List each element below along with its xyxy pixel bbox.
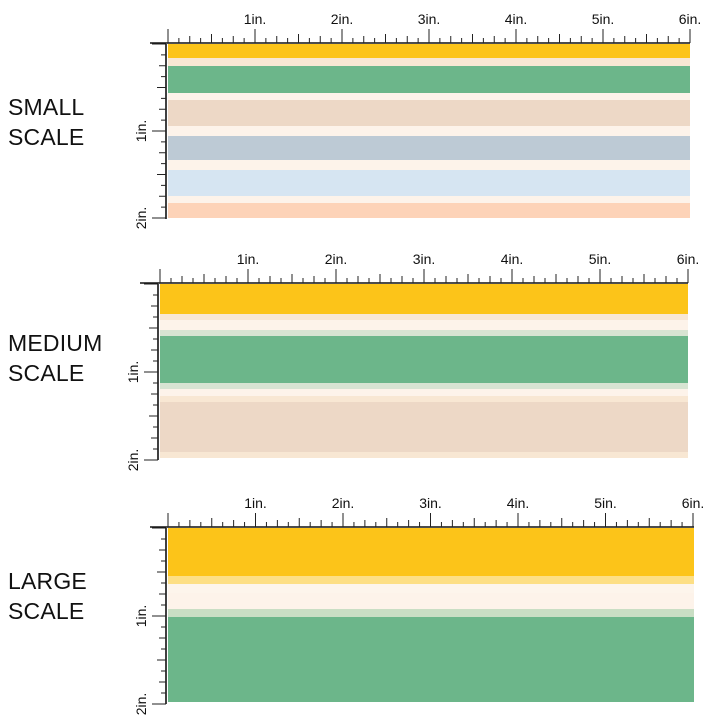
large-scale-label-line1: LARGE	[8, 568, 87, 594]
large-stripe-5	[168, 609, 694, 617]
medium-stripe-2	[160, 314, 688, 320]
medium-top-ruler-label: 1in.	[237, 251, 260, 267]
small-stripe-7	[168, 136, 690, 160]
large-top-ruler-label: 5in.	[594, 495, 617, 511]
medium-stripe-4	[160, 330, 688, 336]
medium-stripe-1	[160, 284, 688, 314]
large-stripe-2	[168, 576, 694, 584]
large-side-ruler-label: 1in.	[133, 605, 149, 628]
medium-side-ruler-label: 2in.	[125, 449, 141, 472]
large-stripe-3	[168, 584, 694, 593]
medium-top-ruler-label: 4in.	[501, 251, 524, 267]
small-stripe-4	[168, 93, 690, 100]
medium-stripe-5	[160, 336, 688, 383]
large-top-ruler-label: 4in.	[507, 495, 530, 511]
large-top-ruler-label: 3in.	[419, 495, 442, 511]
medium-top-ruler-label: 6in.	[677, 251, 700, 267]
medium-stripe-10	[160, 452, 688, 458]
medium-top-ruler-label: 2in.	[325, 251, 348, 267]
small-top-ruler-label: 4in.	[505, 11, 528, 27]
medium-stripe-8	[160, 396, 688, 402]
medium-stripe-7	[160, 389, 688, 396]
large-scale-label-line2: SCALE	[8, 598, 85, 624]
medium-stripe-3	[160, 320, 688, 330]
large-side-ruler-label: 2in.	[133, 693, 149, 716]
small-top-ruler-label: 3in.	[418, 11, 441, 27]
small-stripe-10	[168, 196, 690, 203]
small-scale-label-line2: SCALE	[8, 124, 85, 150]
small-stripe-6	[168, 126, 690, 136]
small-top-ruler-label: 6in.	[679, 11, 702, 27]
small-side-ruler-label: 2in.	[133, 207, 149, 230]
large-top-ruler-label: 2in.	[332, 495, 355, 511]
small-top-ruler-label: 1in.	[244, 11, 267, 27]
medium-scale-label: MEDIUM SCALE	[8, 328, 102, 388]
small-scale-label: SMALL SCALE	[8, 92, 84, 152]
small-top-ruler-label: 5in.	[592, 11, 615, 27]
small-stripe-9	[168, 170, 690, 196]
small-stripe-2	[168, 58, 690, 66]
large-top-ruler-label: 1in.	[244, 495, 267, 511]
small-stripe-1	[168, 44, 690, 58]
medium-stripe-9	[160, 402, 688, 452]
small-top-ruler-label: 2in.	[331, 11, 354, 27]
medium-top-ruler-label: 3in.	[413, 251, 436, 267]
large-stripe-1	[168, 528, 694, 576]
large-scale-label: LARGE SCALE	[8, 566, 87, 626]
small-side-ruler-label: 1in.	[133, 120, 149, 143]
small-stripe-11	[168, 203, 690, 218]
large-stripe-6	[168, 617, 694, 702]
medium-top-ruler-label: 5in.	[589, 251, 612, 267]
large-stripe-4	[168, 593, 694, 609]
small-stripe-3	[168, 66, 690, 93]
small-stripe-5	[168, 100, 690, 126]
medium-scale-label-line1: MEDIUM	[8, 330, 103, 356]
small-scale-label-line1: SMALL	[8, 94, 85, 120]
medium-stripe-6	[160, 383, 688, 389]
small-stripe-8	[168, 160, 690, 170]
medium-side-ruler-label: 1in.	[125, 361, 141, 384]
large-top-ruler-label: 6in.	[682, 495, 705, 511]
medium-scale-label-line2: SCALE	[8, 360, 85, 386]
